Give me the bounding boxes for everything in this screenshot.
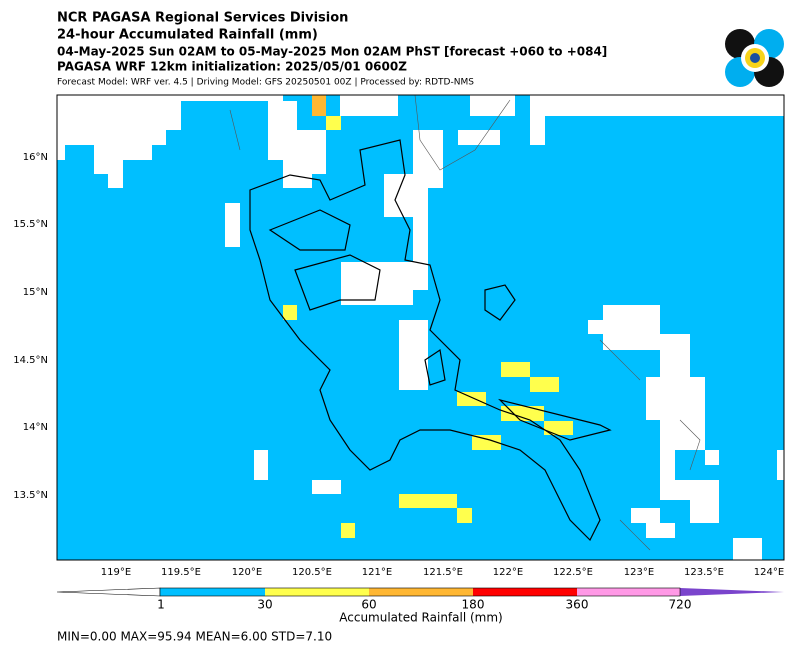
map-shape xyxy=(160,588,265,596)
map-shape xyxy=(777,450,784,480)
lon-label: 123.5°E xyxy=(684,567,724,578)
map-shape xyxy=(544,421,573,435)
lat-label: 15°N xyxy=(23,287,48,298)
lon-label: 121°E xyxy=(362,567,392,578)
map-shape xyxy=(294,254,381,311)
header-text: 04-May-2025 Sun 02AM to 05-May-2025 Mon … xyxy=(57,45,607,59)
map-shape xyxy=(229,94,701,551)
map-shape xyxy=(399,494,457,508)
colorbar-tick-label: 180 xyxy=(462,598,485,612)
stats: MIN=0.00 MAX=95.94 MEAN=6.00 STD=7.10 xyxy=(57,630,332,644)
map-shape xyxy=(472,435,501,450)
map-shape xyxy=(424,348,446,386)
header-text: NCR PAGASA Regional Services Division xyxy=(57,11,348,26)
lat-label: 14.5°N xyxy=(13,355,48,366)
map xyxy=(56,94,785,561)
map-shape xyxy=(340,95,398,116)
logo xyxy=(725,29,784,87)
header-text: PAGASA WRF 12km initialization: 2025/05/… xyxy=(57,60,407,74)
map-shape xyxy=(268,101,326,188)
map-shape xyxy=(369,588,473,596)
map-shape xyxy=(577,588,680,596)
map-shape xyxy=(530,95,784,145)
lat-label: 15.5°N xyxy=(13,219,48,230)
map-shape xyxy=(733,538,762,560)
map-shape xyxy=(457,392,486,406)
map-shape xyxy=(265,588,369,596)
map-shape xyxy=(457,508,472,523)
lat-label: 14°N xyxy=(23,422,48,433)
map-shape xyxy=(399,320,428,390)
colorbar-tick-label: 30 xyxy=(257,598,272,612)
map-shape xyxy=(225,203,240,247)
map-shape xyxy=(254,450,268,480)
header-text: Forecast Model: WRF ver. 4.5 | Driving M… xyxy=(57,78,474,88)
map-shape xyxy=(341,523,355,538)
map-shape xyxy=(384,130,443,262)
lon-label: 122°E xyxy=(493,567,523,578)
map-shape xyxy=(680,588,784,596)
map-shape xyxy=(646,377,719,523)
colorbar-label: Accumulated Rainfall (mm) xyxy=(339,611,502,625)
map-shape xyxy=(56,94,785,561)
lon-label: 121.5°E xyxy=(423,567,463,578)
map-shape xyxy=(283,116,573,538)
colorbar-tick-label: 1 xyxy=(157,598,165,612)
lon-label: 120°E xyxy=(232,567,262,578)
map-shape xyxy=(498,398,612,441)
lon-label: 122.5°E xyxy=(553,567,593,578)
map-shape xyxy=(484,284,516,321)
colorbar-tick-label: 60 xyxy=(361,598,376,612)
map-shape xyxy=(588,305,690,377)
lon-label: 123°E xyxy=(624,567,654,578)
map-shape xyxy=(326,116,341,130)
lat-label: 13.5°N xyxy=(13,490,48,501)
colorbar-tick-label: 720 xyxy=(669,598,692,612)
map-shape xyxy=(470,95,515,116)
map-shape xyxy=(56,587,161,597)
map-shape xyxy=(501,362,530,377)
map-shape xyxy=(57,95,784,560)
map-shape xyxy=(750,53,760,63)
map-shape xyxy=(458,130,500,145)
map-shape xyxy=(312,480,341,494)
map-shape xyxy=(530,377,559,392)
map-shape xyxy=(268,209,351,251)
map-shape xyxy=(57,95,283,188)
map-shape xyxy=(473,588,577,596)
map-shape xyxy=(341,262,428,305)
map-shape xyxy=(312,95,326,116)
lon-label: 119°E xyxy=(101,567,131,578)
map-shape xyxy=(283,305,297,320)
lat-label: 16°N xyxy=(23,152,48,163)
colorbar xyxy=(56,587,784,597)
header-text: 24-hour Accumulated Rainfall (mm) xyxy=(57,28,318,43)
map-shape xyxy=(631,508,675,538)
colorbar-tick-label: 360 xyxy=(566,598,589,612)
map-shape xyxy=(159,587,681,597)
lon-label: 124°E xyxy=(754,567,784,578)
map-shape xyxy=(501,406,544,421)
map-shape xyxy=(249,139,601,542)
lon-label: 120.5°E xyxy=(292,567,332,578)
lon-label: 119.5°E xyxy=(161,567,201,578)
map-shape xyxy=(705,450,719,465)
